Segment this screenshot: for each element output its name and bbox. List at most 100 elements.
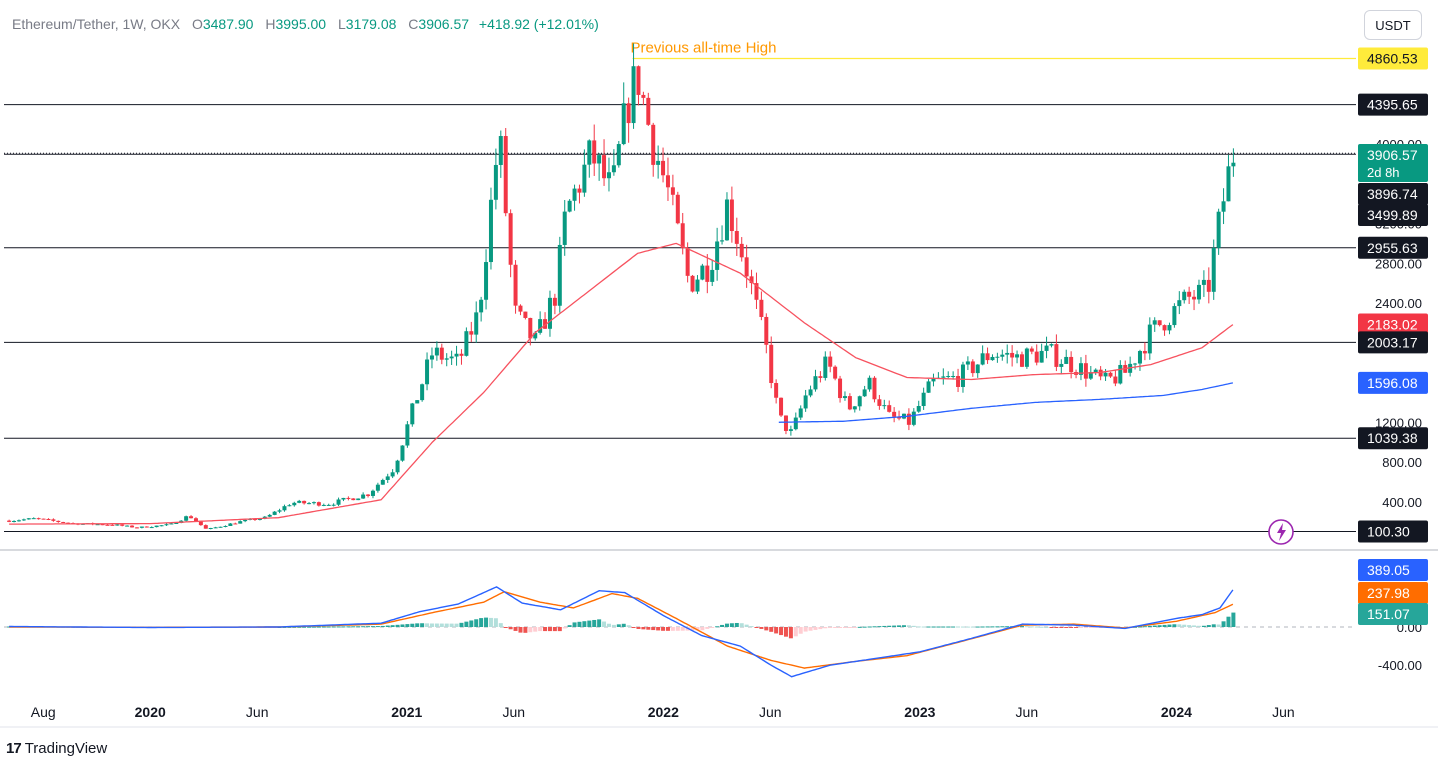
macd-histogram-bar — [729, 623, 734, 627]
candle — [975, 364, 980, 374]
price-tag-bg — [1358, 427, 1428, 450]
candle — [395, 460, 400, 473]
macd-histogram-bar — [287, 626, 292, 628]
currency-button[interactable]: USDT — [1364, 10, 1422, 40]
candle — [228, 523, 233, 526]
candle — [552, 297, 557, 306]
candle — [336, 499, 341, 505]
candle — [1167, 325, 1172, 331]
price-tag: 1039.38 — [1367, 430, 1418, 446]
macd-histogram-bar — [842, 627, 847, 628]
candle — [1049, 344, 1054, 346]
macd-histogram-bar — [705, 627, 710, 629]
candle — [346, 497, 351, 499]
candle — [120, 524, 125, 526]
macd-histogram-bar — [872, 626, 877, 628]
candle — [513, 264, 518, 306]
macd-histogram-bar — [1167, 624, 1172, 627]
candle — [484, 262, 489, 300]
candle — [169, 523, 174, 525]
price-tag: 2955.63 — [1367, 240, 1418, 256]
candle — [572, 188, 577, 201]
candle — [425, 359, 430, 385]
macd-histogram-bar — [783, 627, 788, 637]
macd-histogram-bar — [936, 626, 941, 628]
macd-histogram-bar — [459, 622, 464, 627]
macd-histogram-bar — [587, 620, 592, 627]
candle — [410, 403, 415, 425]
brand-name: TradingView — [24, 740, 108, 757]
price-tag: 3896.74 — [1367, 186, 1418, 202]
candle — [793, 417, 798, 430]
macd-histogram-bar — [444, 623, 449, 627]
candle — [134, 527, 139, 529]
candle — [946, 375, 951, 377]
candle — [1078, 363, 1083, 375]
candle — [7, 520, 12, 522]
candle — [1059, 363, 1064, 367]
candle — [493, 164, 498, 200]
high-label: H — [265, 16, 276, 32]
tradingview-brand[interactable]: 17 TradingView — [6, 740, 107, 757]
candle — [488, 199, 493, 263]
macd-histogram-bar — [592, 619, 597, 627]
macd-histogram-bar — [297, 626, 302, 628]
macd-histogram-bar — [965, 626, 970, 628]
macd-histogram-bar — [867, 626, 872, 628]
candle — [321, 504, 326, 506]
candle — [454, 353, 459, 357]
candle — [621, 103, 626, 145]
candle — [1201, 279, 1206, 285]
x-tick-label: Jun — [502, 704, 525, 720]
macd-histogram-bar — [385, 625, 390, 627]
candle — [223, 525, 228, 527]
candle — [1113, 376, 1118, 384]
macd-histogram-bar — [523, 627, 528, 633]
macd-histogram-bar — [1162, 624, 1167, 627]
macd-histogram-bar — [970, 626, 975, 628]
macd-histogram-bar — [636, 627, 641, 629]
macd-histogram-bar — [538, 627, 543, 632]
candle — [1039, 350, 1044, 363]
candle — [749, 276, 754, 284]
y-tick-label: 2400.00 — [1375, 296, 1422, 311]
candle — [1187, 291, 1192, 297]
candle — [547, 297, 552, 329]
macd-histogram-bar — [405, 624, 410, 627]
candle — [282, 506, 287, 511]
macd-histogram-bar — [990, 626, 995, 628]
macd-histogram-bar — [690, 627, 695, 631]
candle — [139, 526, 144, 528]
macd-histogram-bar — [1088, 627, 1093, 628]
candle — [380, 479, 385, 485]
macd-histogram-bar — [464, 621, 469, 627]
candle — [759, 299, 764, 317]
candle — [582, 164, 587, 193]
macd-histogram-bar — [670, 627, 675, 631]
candle — [562, 211, 567, 245]
candle — [990, 356, 995, 361]
macd-histogram-bar — [1039, 626, 1044, 628]
candle — [1088, 372, 1093, 379]
candle — [592, 140, 597, 164]
candle — [739, 243, 744, 258]
macd-histogram-bar — [921, 626, 926, 628]
price-tag: 3499.89 — [1367, 207, 1418, 223]
macd-histogram-bar — [1152, 625, 1157, 627]
macd-histogram-bar — [774, 627, 779, 634]
macd-histogram-bar — [449, 623, 454, 627]
macd-histogram-bar — [1029, 626, 1034, 628]
macd-histogram-bar — [833, 627, 838, 628]
candle — [203, 525, 208, 529]
candle — [1221, 201, 1226, 212]
candle — [1054, 344, 1059, 367]
macd-histogram-bar — [759, 627, 764, 629]
candle — [842, 396, 847, 399]
macd-histogram-bar — [311, 626, 316, 628]
candle — [882, 405, 887, 407]
macd-histogram-bar — [1211, 624, 1216, 627]
candle — [1133, 363, 1138, 365]
macd-histogram-bar — [557, 627, 562, 632]
